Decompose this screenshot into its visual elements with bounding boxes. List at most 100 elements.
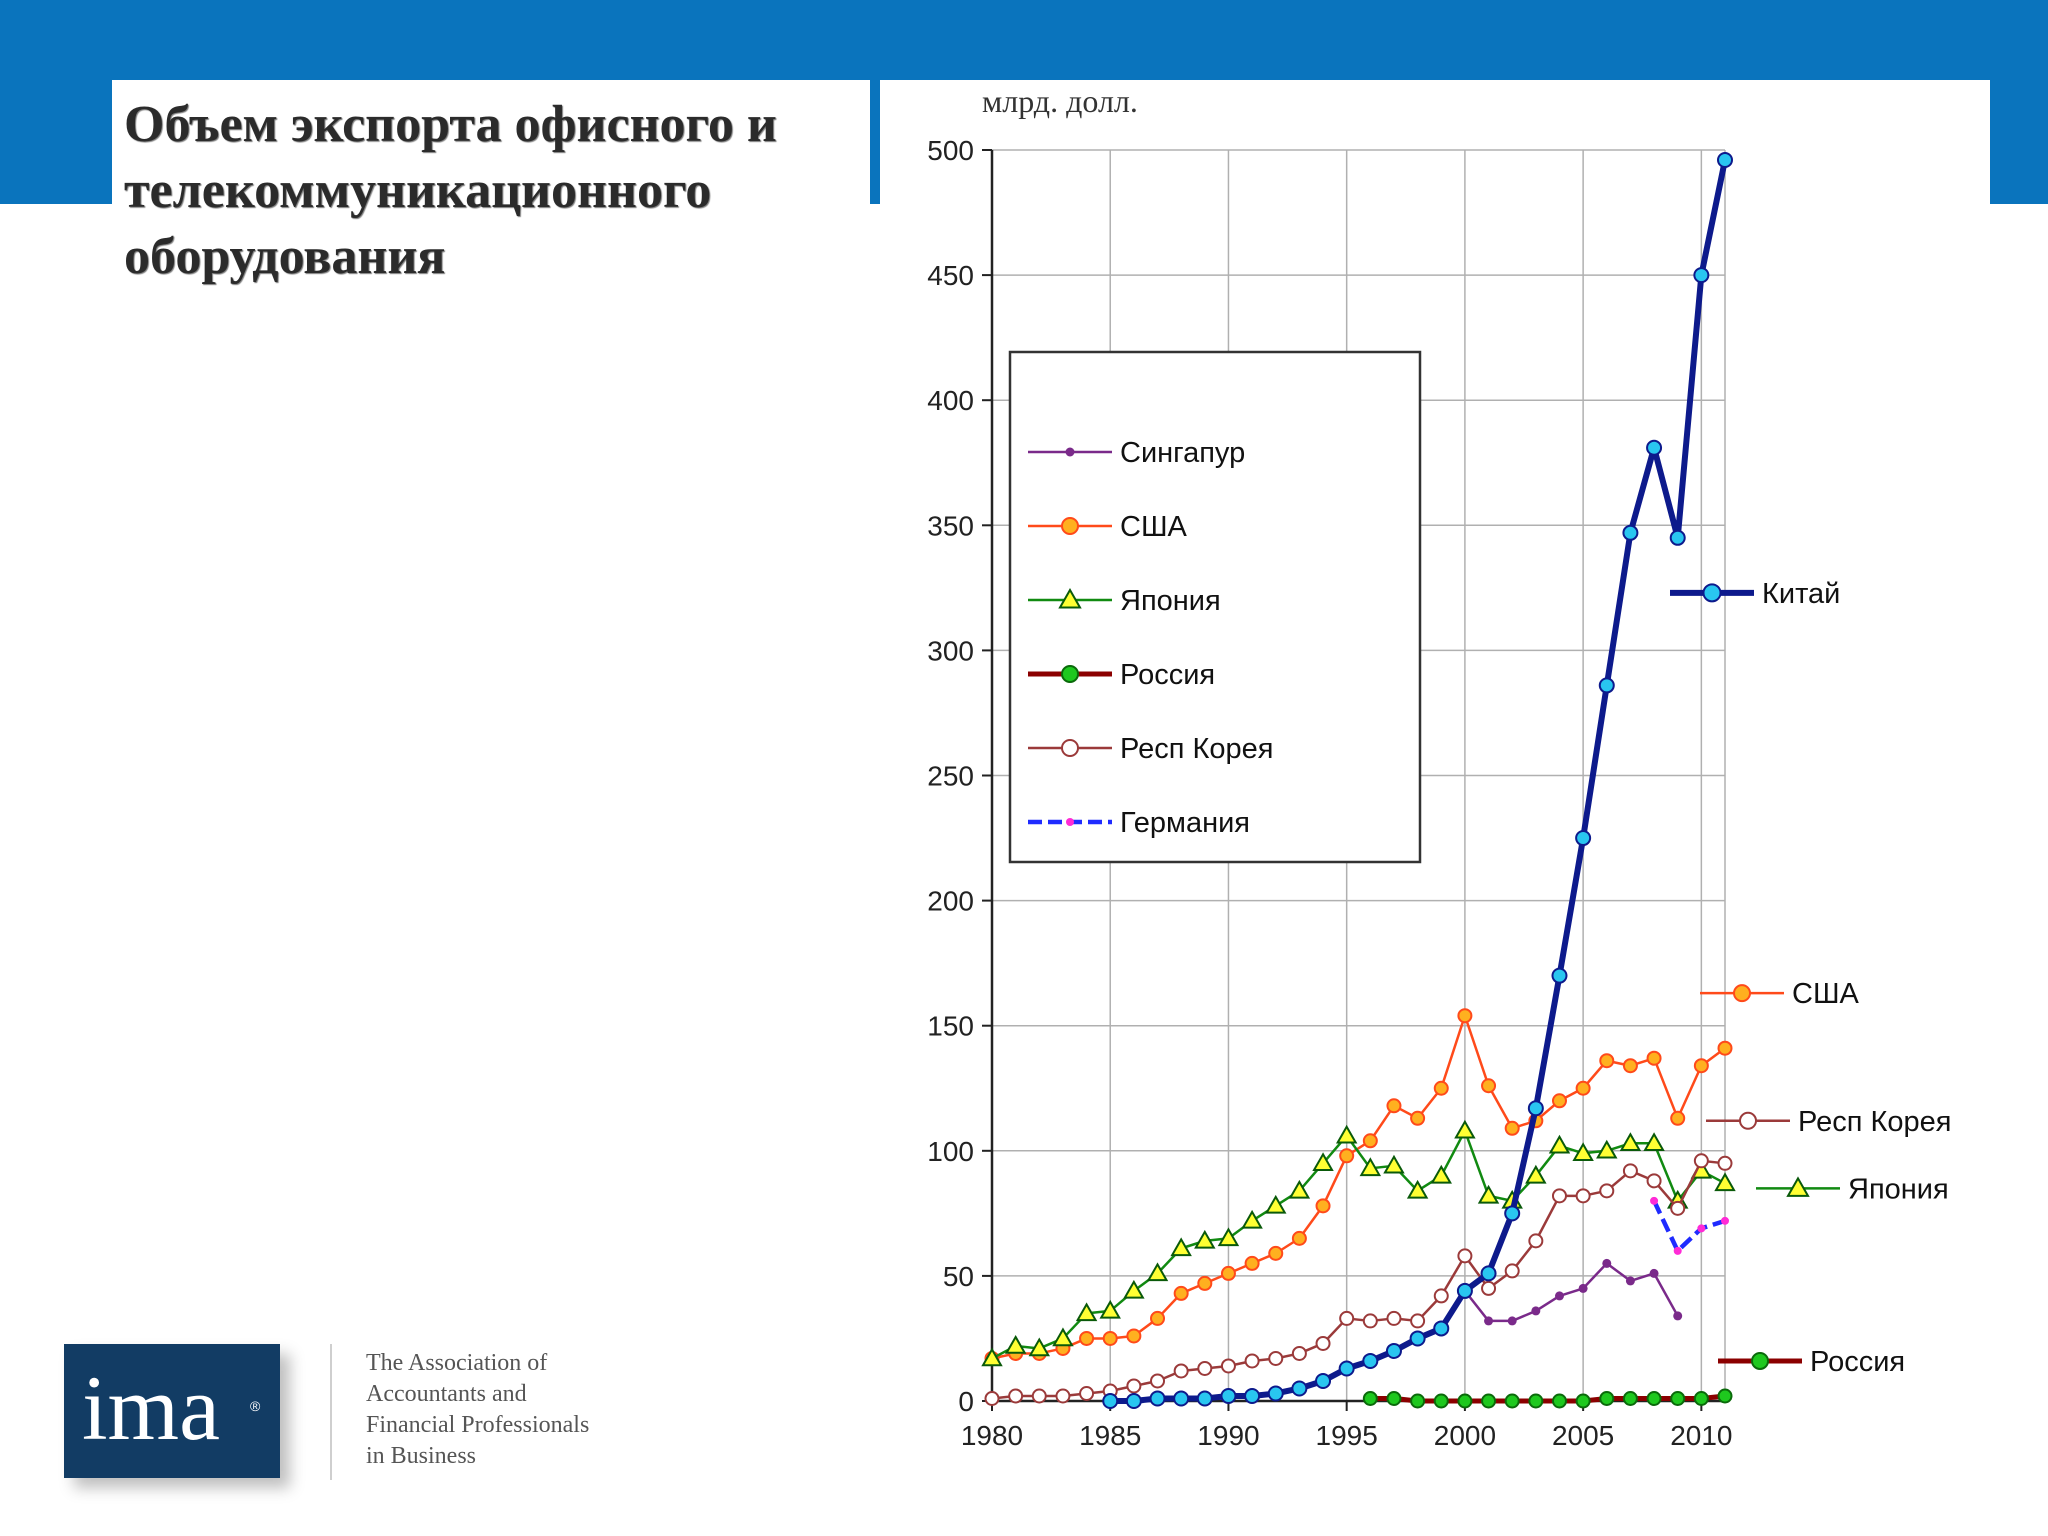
data-point (1504, 1263, 1520, 1279)
data-point (981, 1347, 1003, 1367)
data-point (1291, 1230, 1307, 1246)
data-point (1673, 1311, 1683, 1321)
data-point (1244, 1387, 1261, 1404)
data-point (1646, 1390, 1662, 1406)
y-tick-label: 350 (927, 510, 974, 541)
end-labels: США Япония Россия Респ Корея Китай (1670, 578, 1951, 1378)
legend-item: Респ Корея (1028, 733, 1273, 765)
data-point (1525, 1164, 1547, 1184)
data-point (1650, 1196, 1659, 1205)
end-label-group: Россия (1718, 1346, 1905, 1378)
data-point (1507, 1316, 1517, 1326)
data-point (1220, 1358, 1236, 1374)
data-point (1646, 1173, 1662, 1189)
x-tick-label: 1980 (961, 1420, 1023, 1451)
data-point (1061, 665, 1079, 683)
data-point (1531, 1306, 1541, 1316)
data-point (1149, 1390, 1166, 1407)
data-point (1244, 1353, 1260, 1369)
data-point (1456, 1282, 1473, 1299)
data-point (1622, 524, 1639, 541)
data-point (1052, 1327, 1074, 1347)
x-tick-label: 2005 (1552, 1420, 1614, 1451)
data-point (1126, 1328, 1142, 1344)
legend-label: Сингапур (1120, 437, 1245, 469)
data-point (1335, 1124, 1358, 1144)
data-point (1150, 1310, 1166, 1326)
series-7 (1102, 152, 1733, 1409)
data-point (1410, 1110, 1426, 1126)
data-point (1596, 1139, 1618, 1159)
data-point (1386, 1390, 1402, 1406)
data-point (1693, 1390, 1709, 1406)
series-group (981, 152, 1736, 1409)
data-point (1717, 1388, 1733, 1404)
org-line: Accountants and (366, 1381, 527, 1407)
series-6 (1650, 1196, 1729, 1255)
data-point (1433, 1080, 1449, 1096)
data-point (1359, 1157, 1382, 1177)
data-point (1244, 1255, 1260, 1271)
data-point (1220, 1265, 1236, 1281)
ima-logo (64, 1344, 280, 1478)
series-4 (1362, 1388, 1733, 1409)
data-point (1551, 967, 1568, 984)
legend-label: Респ Корея (1120, 733, 1273, 765)
data-point (1433, 1393, 1449, 1409)
data-point (1602, 1258, 1612, 1268)
data-point (1572, 1142, 1594, 1162)
end-label-group: Респ Корея (1706, 1106, 1951, 1138)
data-point (1717, 1040, 1733, 1056)
series-line (991, 1129, 1726, 1360)
data-point (1622, 1163, 1638, 1179)
title-panel (112, 80, 870, 310)
series-line (1652, 1199, 1726, 1254)
data-point (1669, 529, 1686, 546)
y-tick-label: 250 (927, 761, 974, 792)
end-label-text: США (1792, 978, 1860, 1010)
legend-item: Германия (1028, 807, 1250, 839)
data-point (1170, 1237, 1192, 1257)
data-point (1061, 739, 1079, 757)
data-point (1702, 583, 1722, 603)
data-point (1457, 1008, 1473, 1024)
data-point (1406, 1179, 1429, 1199)
data-point (1315, 1198, 1331, 1214)
data-point (1268, 1245, 1284, 1261)
y-tick-label: 200 (927, 886, 974, 917)
data-point (1004, 1334, 1027, 1354)
data-point (1714, 1172, 1736, 1192)
data-point (1751, 1351, 1769, 1370)
legend: Сингапур США Япония Россия Респ Корея Германи… (1008, 350, 1422, 864)
series-line (1370, 1393, 1726, 1404)
data-point (1599, 1053, 1615, 1069)
data-point (1217, 1227, 1240, 1247)
data-point (1125, 1393, 1142, 1409)
org-line: in Business (366, 1443, 477, 1469)
data-point (1008, 1388, 1024, 1404)
data-point (1673, 1246, 1682, 1255)
end-label-text: Япония (1848, 1173, 1949, 1205)
data-point (1196, 1390, 1213, 1407)
legend-item: Сингапур (1028, 437, 1245, 469)
unit-label: млрд. долл. (982, 83, 1138, 119)
data-point (1173, 1390, 1190, 1407)
data-point (1197, 1360, 1213, 1376)
data-point (1527, 1100, 1544, 1117)
data-point (1102, 1330, 1118, 1346)
data-point (1554, 1291, 1564, 1301)
data-point (1146, 1262, 1169, 1282)
ima-logo-text: ima (82, 1357, 220, 1459)
data-point (1173, 1363, 1189, 1379)
data-point (1670, 1200, 1686, 1216)
data-point (1241, 1209, 1263, 1229)
data-point (1173, 1285, 1189, 1301)
x-tick-label: 1985 (1079, 1420, 1141, 1451)
x-tick-label: 1990 (1197, 1420, 1259, 1451)
data-point (1646, 439, 1663, 456)
data-point (1099, 1299, 1121, 1319)
legend-label: Россия (1120, 659, 1215, 691)
data-point (1265, 1194, 1287, 1214)
data-point (1504, 1393, 1520, 1409)
y-tick-label: 150 (927, 1011, 974, 1042)
